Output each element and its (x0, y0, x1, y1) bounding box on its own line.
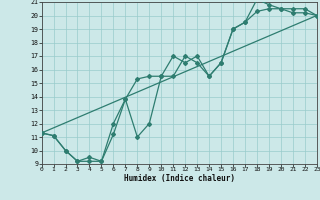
X-axis label: Humidex (Indice chaleur): Humidex (Indice chaleur) (124, 174, 235, 183)
